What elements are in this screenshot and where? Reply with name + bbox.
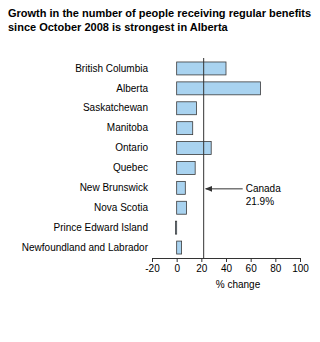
x-tick: 0 bbox=[174, 258, 180, 274]
bar bbox=[175, 221, 176, 234]
bar bbox=[177, 62, 226, 75]
x-tick-label: 60 bbox=[246, 263, 258, 274]
plot-area bbox=[175, 58, 260, 258]
category-tick: Prince Edward Island bbox=[54, 222, 153, 233]
x-tick-label: 40 bbox=[221, 263, 233, 274]
bar bbox=[177, 201, 187, 214]
x-tick-mark bbox=[152, 258, 153, 262]
x-tick-label: 100 bbox=[292, 263, 309, 274]
category-label: Newfoundland and Labrador bbox=[22, 242, 149, 253]
title-line: since October 2008 is strongest in Alber… bbox=[8, 21, 229, 33]
category-label: Manitoba bbox=[107, 122, 149, 133]
bar bbox=[177, 161, 196, 174]
chart: Growth in the number of people receiving… bbox=[0, 0, 320, 342]
category-label: Saskatchewan bbox=[83, 102, 148, 113]
x-tick-label: 80 bbox=[270, 263, 282, 274]
bar bbox=[177, 142, 212, 155]
bar bbox=[177, 122, 193, 135]
x-tick-mark bbox=[275, 258, 276, 262]
x-tick: 40 bbox=[221, 258, 233, 274]
x-tick: 100 bbox=[292, 258, 309, 274]
reference-name: Canada bbox=[246, 183, 281, 194]
x-axis: -20 0 20 40 60 80 100 bbox=[145, 258, 309, 274]
x-tick-mark bbox=[251, 258, 252, 262]
x-tick-mark bbox=[201, 258, 202, 262]
category-label: Prince Edward Island bbox=[54, 222, 149, 233]
bar bbox=[177, 102, 197, 115]
title: Growth in the number of people receiving… bbox=[8, 7, 311, 33]
x-axis-label: % change bbox=[216, 279, 261, 290]
x-tick: 80 bbox=[270, 258, 282, 274]
x-tick-mark bbox=[177, 258, 178, 262]
x-tick-label: 0 bbox=[174, 263, 180, 274]
bar bbox=[177, 181, 186, 194]
x-tick: 60 bbox=[246, 258, 258, 274]
x-tick: 20 bbox=[196, 258, 208, 274]
category-tick: Alberta bbox=[116, 83, 152, 94]
category-label: Nova Scotia bbox=[94, 202, 148, 213]
category-tick: British Columbia bbox=[75, 63, 152, 74]
category-tick: Nova Scotia bbox=[94, 202, 152, 213]
category-tick: Quebec bbox=[113, 162, 152, 173]
x-tick-label: 20 bbox=[196, 263, 208, 274]
y-axis: British Columbia Alberta Saskatchewan Manit… bbox=[22, 63, 152, 253]
x-tick-label: -20 bbox=[145, 263, 160, 274]
category-tick: Saskatchewan bbox=[83, 102, 152, 113]
x-tick: -20 bbox=[145, 258, 160, 274]
reference-arrow bbox=[206, 188, 243, 189]
category-tick: Newfoundland and Labrador bbox=[22, 242, 152, 253]
category-label: New Brunswick bbox=[80, 182, 149, 193]
bar bbox=[177, 241, 182, 254]
category-tick: Ontario bbox=[115, 142, 152, 153]
reference-line bbox=[203, 58, 204, 258]
category-tick: New Brunswick bbox=[80, 182, 152, 193]
x-tick-mark bbox=[300, 258, 301, 262]
category-label: Ontario bbox=[115, 142, 148, 153]
category-label: British Columbia bbox=[75, 63, 148, 74]
category-label: Alberta bbox=[116, 83, 148, 94]
x-tick-mark bbox=[226, 258, 227, 262]
category-tick: Manitoba bbox=[107, 122, 152, 133]
title-line: Growth in the number of people receiving… bbox=[8, 7, 311, 19]
reference-label: 21.9% bbox=[246, 196, 274, 207]
category-label: Quebec bbox=[113, 162, 148, 173]
bar bbox=[177, 82, 261, 95]
